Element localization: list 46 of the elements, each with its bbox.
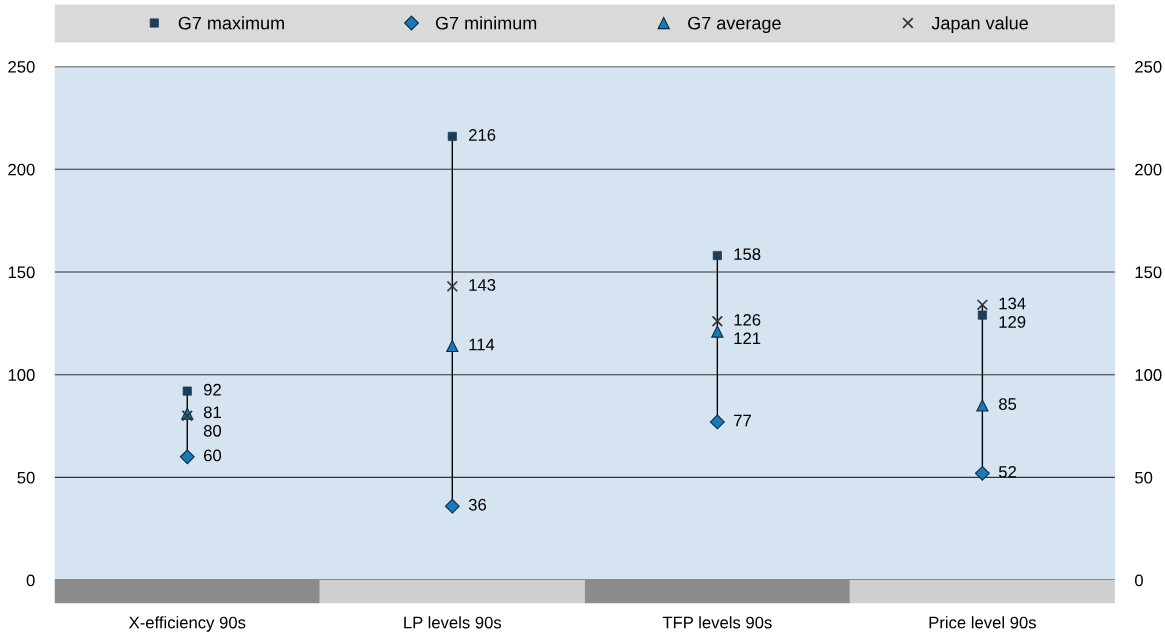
y2-tick-label: 250 — [1135, 60, 1162, 73]
legend-label: Japan value — [931, 16, 1028, 34]
data-label: 126 — [734, 313, 761, 326]
data-label: 77 — [734, 414, 751, 427]
point — [711, 315, 724, 327]
data-label: 60 — [204, 449, 222, 462]
y2-tick-label: 200 — [1135, 163, 1162, 176]
point — [711, 325, 724, 338]
y-tick-label: 100 — [8, 369, 35, 381]
point — [976, 299, 989, 311]
y-tick-label: 150 — [8, 266, 35, 279]
data-label: 114 — [469, 338, 495, 351]
data-label: 129 — [999, 316, 1026, 328]
data-label: 134 — [999, 297, 1026, 310]
data-label: 36 — [468, 498, 487, 511]
y2-tick-label: 150 — [1135, 266, 1162, 279]
point — [974, 465, 990, 481]
data-label: 143 — [469, 279, 496, 291]
data-label: 158 — [734, 248, 761, 261]
data-label: 92 — [203, 383, 221, 396]
point — [709, 414, 725, 430]
y-tick-label: 250 — [8, 60, 35, 73]
data-label: 80 — [203, 424, 222, 437]
data-label: 121 — [734, 332, 761, 345]
point — [446, 339, 459, 353]
legend-label: G7 maximum — [178, 16, 284, 30]
point — [179, 449, 195, 465]
x-tick-label: TFP levels 90s — [662, 616, 772, 629]
y2-tick-label: 0 — [1135, 574, 1143, 587]
data-label: 216 — [469, 129, 496, 141]
x-tick-label: X-efficiency 90s — [128, 616, 246, 632]
legend-label: G7 minimum — [435, 16, 537, 30]
y2-tick-label: 50 — [1135, 471, 1153, 484]
point — [976, 399, 989, 412]
y-tick-label: 0 — [26, 574, 35, 587]
x-tick-label: LP levels 90s — [404, 616, 502, 629]
legend-label: G7 average — [688, 16, 781, 34]
point — [444, 498, 460, 514]
point — [446, 280, 459, 293]
x-tick-label: Price level 90s — [929, 616, 1036, 629]
y-tick-label: 200 — [8, 163, 35, 176]
data-label: 81 — [203, 406, 221, 419]
data-label: 52 — [998, 465, 1016, 478]
y2-tick-label: 100 — [1135, 369, 1162, 381]
y-tick-label: 50 — [17, 471, 35, 484]
data-label: 85 — [999, 398, 1017, 410]
